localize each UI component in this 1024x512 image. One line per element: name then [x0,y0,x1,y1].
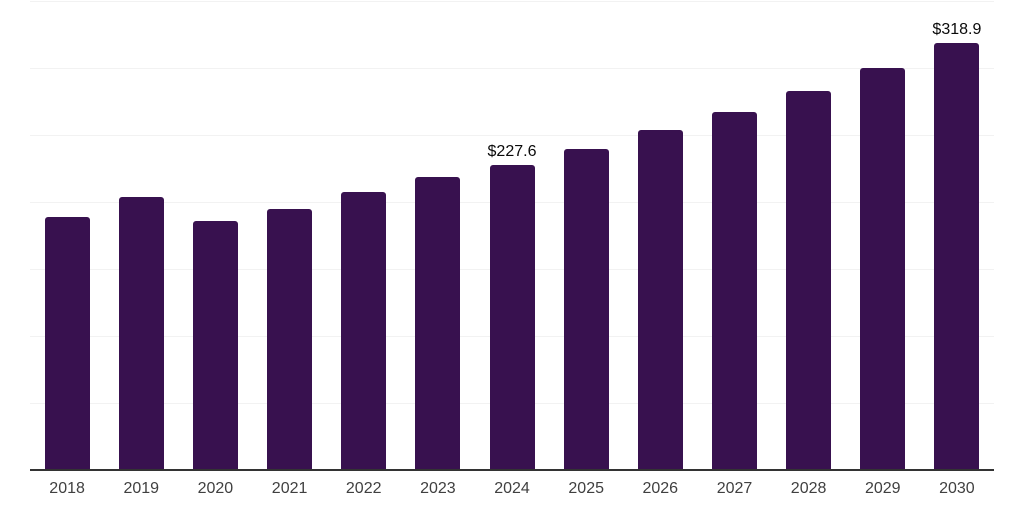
bar-value-label-2024: $227.6 [487,143,537,160]
bar-2022 [341,191,387,470]
bar-2029 [860,68,906,470]
x-axis-line [30,469,994,471]
bar-2027 [712,112,757,470]
x-tick-label-2022: 2022 [345,480,382,497]
x-tick-label-2024: 2024 [494,480,530,497]
bar-2024 [489,165,535,470]
bar-2023 [415,176,461,470]
gridline-250 [30,135,994,136]
x-tick-label-2027: 2027 [716,480,753,497]
x-tick-label-2029: 2029 [864,480,901,497]
x-tick-label-2026: 2026 [642,480,679,497]
bar-2018 [44,216,90,470]
x-tick-label-2020: 2020 [197,480,234,497]
x-tick-label-2021: 2021 [271,480,308,497]
bar-2019 [118,197,164,470]
bar-2021 [267,209,312,470]
x-tick-label-2018: 2018 [49,480,85,497]
gridline-300 [30,68,994,69]
bar-2025 [563,148,609,470]
bar-2030 [934,42,980,470]
x-tick-label-2019: 2019 [123,480,160,497]
bar-2026 [637,130,683,470]
bar-2028 [786,90,832,470]
bar-value-label-2030: $318.9 [932,20,982,38]
x-tick-label-2030: 2030 [939,480,975,497]
bar-2020 [192,221,238,470]
x-tick-label-2025: 2025 [568,480,604,497]
x-tick-label-2028: 2028 [790,480,827,497]
gridline-350 [30,1,994,2]
x-tick-label-2023: 2023 [420,480,456,497]
